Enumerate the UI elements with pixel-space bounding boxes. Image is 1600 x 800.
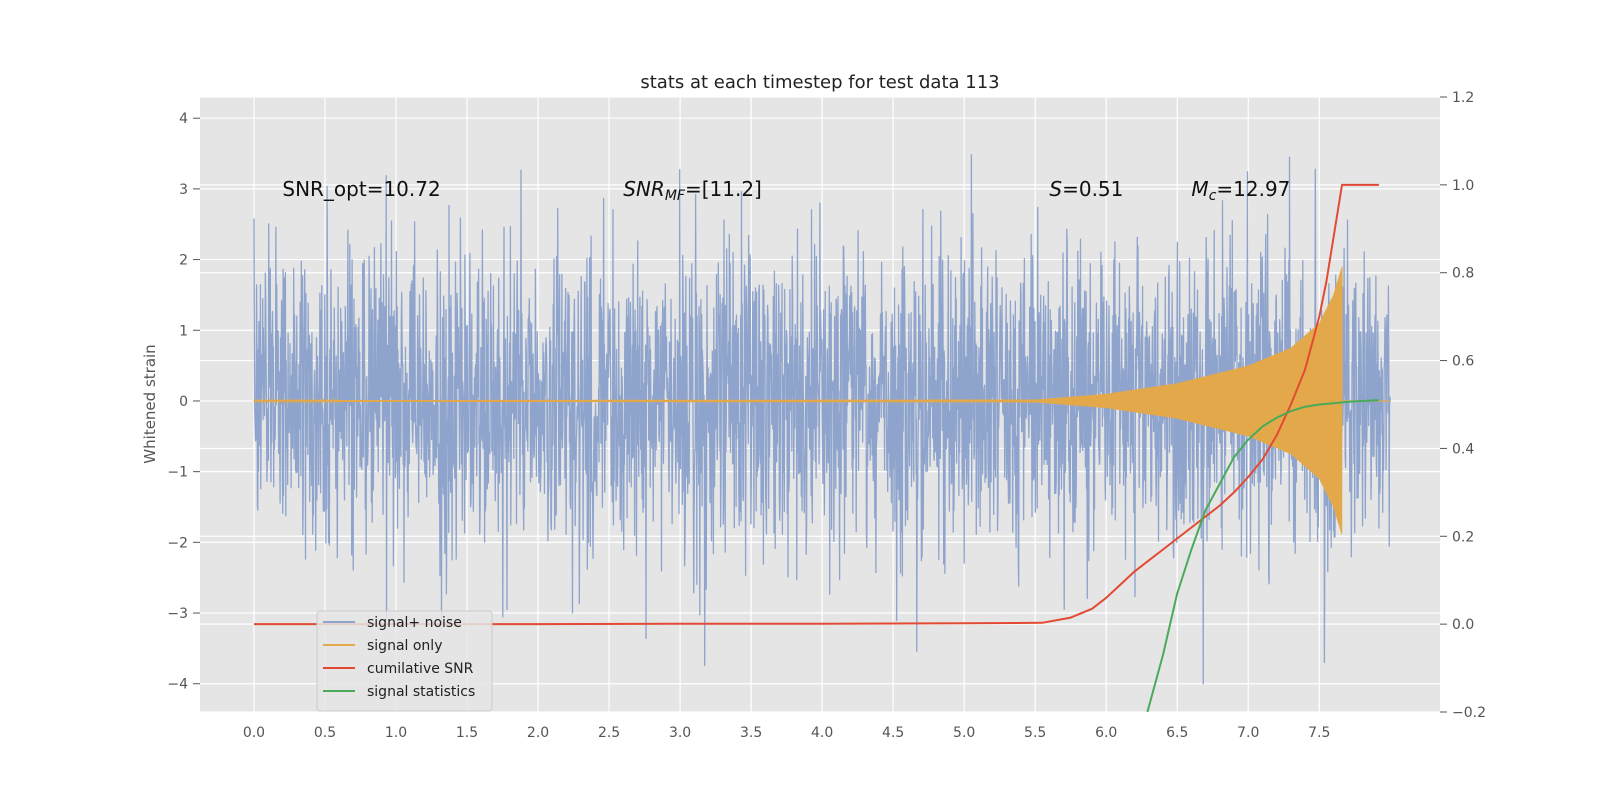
x-tick-label: 7.0	[1237, 725, 1259, 741]
x-tick-label: 1.5	[456, 725, 478, 741]
x-tick-label: 2.0	[527, 725, 549, 741]
y-tick-label: 4	[179, 111, 188, 127]
y-tick-label: −4	[167, 677, 188, 693]
y-axis-label: Whitened strain	[141, 344, 159, 463]
series-line-cumulative-snr	[254, 183, 1379, 626]
x-tick-label: 4.5	[882, 725, 904, 741]
y2-tick-label: 1.2	[1452, 90, 1474, 106]
x-tick-label: 6.0	[1095, 725, 1117, 741]
y2-tick-label: 0.6	[1452, 354, 1474, 370]
annotation-layer: SNR_opt=10.72 SNRMF=[11.2] S=0.51 Mc=12.97	[282, 177, 1290, 204]
y2-tick-label: 0.8	[1452, 266, 1474, 282]
x-tick-label: 7.5	[1308, 725, 1330, 741]
legend-box	[316, 610, 493, 712]
x-tick-label: 5.5	[1024, 725, 1046, 741]
legend-label: cumilative SNR	[367, 661, 474, 677]
y-tick-label: −1	[167, 465, 188, 481]
y-tick-label: −3	[167, 606, 188, 622]
chart-title: stats at each timestep for test data 113	[640, 72, 999, 93]
annotation-2: S=0.51	[1049, 177, 1123, 201]
legend-label: signal only	[367, 638, 442, 654]
y-tick-label: 2	[179, 253, 188, 269]
y2-tick-label: 0.2	[1452, 529, 1474, 545]
x-tick-label: 2.5	[598, 725, 620, 741]
x-tick-label: 4.0	[811, 725, 833, 741]
annotation-0: SNR_opt=10.72	[282, 177, 440, 201]
annotation-3: Mc=12.97	[1191, 177, 1290, 204]
y2-tick-label: 0.4	[1452, 441, 1474, 457]
x-tick-label: 3.0	[669, 725, 691, 741]
x-tick-label: 1.0	[385, 725, 407, 741]
y-tick-label: −2	[167, 535, 188, 551]
series-line-signal-only	[253, 266, 1391, 535]
legend-label: signal+ noise	[367, 615, 462, 631]
axis-layer: 0.0 0.5 1.0 1.5 2.0 2.5 3.0 3.5 4.0 4.5 5.0 5.5 6.0 6…	[167, 90, 1486, 741]
legend-label: signal statistics	[367, 684, 475, 700]
x-tick-label: 0.0	[243, 725, 265, 741]
y2-tick-label: 0.0	[1452, 617, 1474, 633]
x-tick-label: 5.0	[953, 725, 975, 741]
x-tick-label: 3.5	[740, 725, 762, 741]
series-layer	[253, 153, 1391, 713]
legend: signal+ noise signal only cumilative SNR si…	[316, 610, 493, 712]
y-tick-label: 1	[179, 323, 188, 339]
y2-tick-label: 1.0	[1452, 178, 1474, 194]
annotation-1: SNRMF=[11.2]	[623, 177, 762, 204]
series-line-signal-statistics	[1146, 399, 1379, 713]
x-tick-label: 6.5	[1166, 725, 1188, 741]
x-tick-label: 0.5	[314, 725, 336, 741]
y2-tick-label: −0.2	[1452, 705, 1486, 721]
y-tick-label: 0	[179, 394, 188, 410]
y-tick-label: 3	[179, 182, 188, 198]
